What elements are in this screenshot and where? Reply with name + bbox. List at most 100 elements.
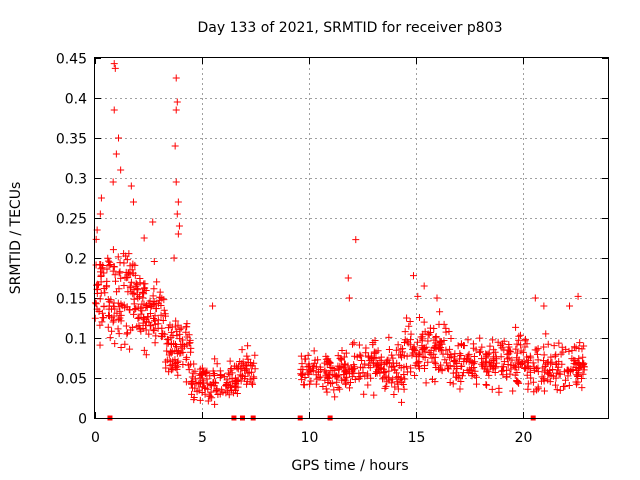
- plot-frame: [94, 57, 609, 419]
- data-point: [156, 288, 164, 296]
- data-point: [355, 375, 363, 383]
- data-point: [478, 343, 486, 351]
- data-point: [431, 353, 439, 361]
- data-point: [389, 354, 397, 362]
- data-point: [512, 363, 520, 371]
- data-point: [465, 350, 473, 358]
- data-point: [406, 341, 414, 349]
- data-point: [321, 376, 329, 384]
- data-point: [432, 333, 440, 341]
- data-point: [350, 339, 358, 347]
- data-point: [437, 344, 445, 352]
- data-point: [244, 342, 252, 350]
- data-point: [517, 341, 525, 349]
- data-point: [150, 285, 158, 293]
- data-point: [136, 325, 144, 333]
- data-point: [406, 318, 414, 326]
- data-point: [540, 302, 548, 310]
- data-point: [248, 379, 256, 387]
- data-point: [538, 373, 546, 381]
- data-point: [415, 314, 423, 322]
- data-point: [126, 284, 134, 292]
- data-point: [167, 341, 175, 349]
- data-point: [341, 380, 349, 388]
- data-point: [534, 383, 542, 391]
- data-point: [412, 353, 420, 361]
- data-point: [489, 364, 497, 372]
- data-point: [436, 365, 444, 373]
- data-point: [131, 271, 139, 279]
- data-point: [405, 322, 413, 330]
- data-point: [115, 315, 123, 323]
- data-point: [151, 339, 159, 347]
- data-point: [540, 387, 548, 395]
- data-point: [96, 295, 104, 303]
- data-point: [165, 351, 173, 359]
- data-point: [184, 361, 192, 369]
- data-point: [557, 350, 565, 358]
- data-point: [172, 178, 180, 186]
- data-point: [447, 334, 455, 342]
- data-point: [103, 277, 111, 285]
- data-point: [427, 350, 435, 358]
- data-point: [304, 351, 312, 359]
- data-point: [146, 310, 154, 318]
- data-point: [432, 334, 440, 342]
- data-point: [433, 294, 441, 302]
- data-point: [382, 358, 390, 366]
- data-point: [436, 345, 444, 353]
- data-point: [159, 317, 167, 325]
- data-point: [108, 327, 116, 335]
- data-point: [107, 296, 115, 304]
- data-point: [322, 371, 330, 379]
- data-point: [385, 367, 393, 375]
- data-point: [109, 246, 117, 254]
- data-point: [524, 380, 532, 388]
- data-point: [418, 335, 426, 343]
- data-point: [348, 373, 356, 381]
- data-point: [97, 278, 105, 286]
- data-point: [145, 318, 153, 326]
- data-point: [580, 359, 588, 367]
- data-point: [416, 349, 424, 357]
- data-point: [140, 316, 148, 324]
- data-point: [503, 373, 511, 381]
- data-point: [351, 352, 359, 360]
- data-point: [531, 294, 539, 302]
- data-point: [398, 398, 406, 406]
- data-point: [92, 261, 100, 269]
- data-point: [422, 379, 430, 387]
- data-point: [452, 369, 460, 377]
- data-point: [578, 384, 586, 392]
- data-point: [331, 393, 339, 401]
- data-point: [462, 357, 470, 365]
- data-point: [209, 302, 217, 310]
- data-point: [207, 388, 215, 396]
- data-point: [495, 384, 503, 392]
- data-point: [157, 311, 165, 319]
- data-point: [241, 372, 249, 380]
- data-point: [93, 286, 101, 294]
- data-point: [224, 387, 232, 395]
- data-point: [116, 307, 124, 315]
- data-point: [117, 300, 125, 308]
- data-point: [415, 358, 423, 366]
- data-point: [540, 357, 548, 365]
- data-point: [121, 273, 129, 281]
- data-point: [411, 346, 419, 354]
- data-point: [410, 344, 418, 352]
- data-point: [446, 345, 454, 353]
- data-point: [199, 368, 207, 376]
- data-point: [130, 295, 138, 303]
- data-point: [373, 360, 381, 368]
- data-point: [250, 374, 258, 382]
- data-point: [464, 352, 472, 360]
- data-point: [305, 367, 313, 375]
- data-point: [152, 299, 160, 307]
- data-point: [137, 310, 145, 318]
- data-point: [173, 347, 181, 355]
- data-point: [198, 389, 206, 397]
- data-point: [157, 333, 165, 341]
- data-point: [414, 292, 422, 300]
- data-point: [350, 363, 358, 371]
